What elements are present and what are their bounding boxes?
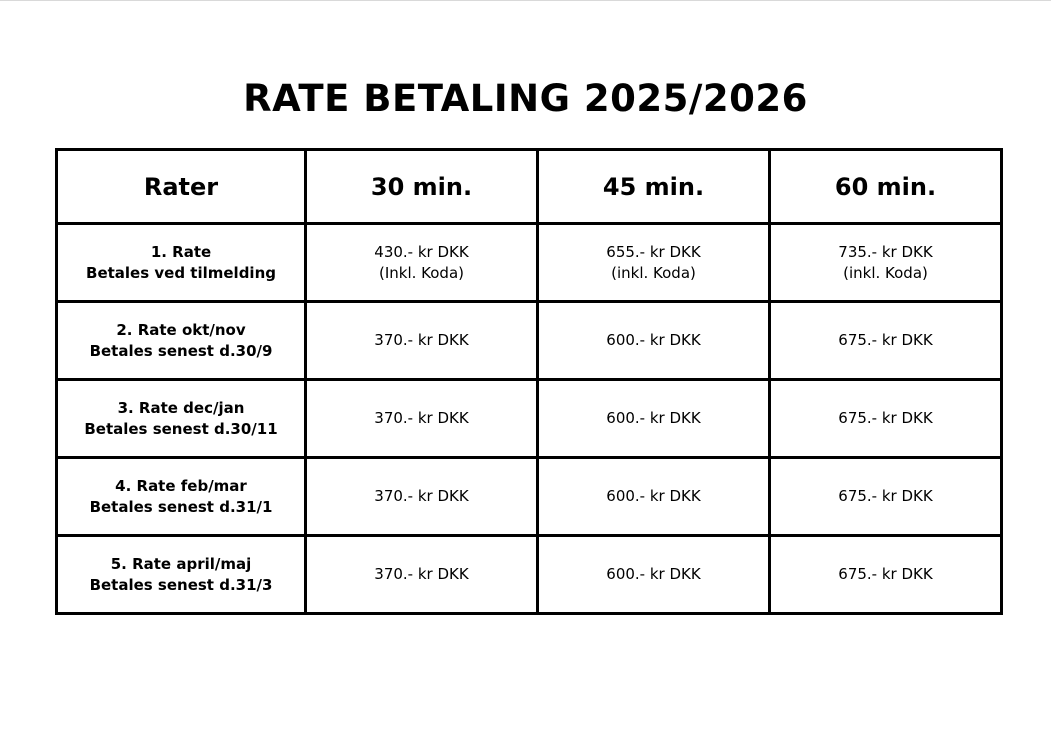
rate-name: 5. Rate april/maj: [110, 554, 252, 573]
table-row: 5. Rate april/maj Betales senest d.31/3 …: [55, 534, 1003, 615]
rate-name: 4. Rate feb/mar: [115, 476, 247, 495]
rate-label-cell: 2. Rate okt/nov Betales senest d.30/9: [55, 300, 307, 381]
table-row: 2. Rate okt/nov Betales senest d.30/9 37…: [55, 300, 1003, 381]
rate-label-cell: 1. Rate Betales ved tilmelding: [55, 222, 307, 303]
price-cell-45: 600.- kr DKK: [536, 456, 771, 537]
rate-label-cell: 5. Rate april/maj Betales senest d.31/3: [55, 534, 307, 615]
rate-due: Betales senest d.31/1: [89, 497, 273, 516]
price-cell-30: 370.- kr DKK: [304, 456, 539, 537]
rate-name: 2. Rate okt/nov: [116, 320, 246, 339]
price-cell-30: 430.- kr DKK (Inkl. Koda): [304, 222, 539, 303]
rate-name: 1. Rate: [150, 242, 212, 261]
price-note: (inkl. Koda): [843, 263, 928, 282]
price-cell-30: 370.- kr DKK: [304, 534, 539, 615]
header-60-min: 60 min.: [768, 148, 1003, 225]
price-cell-60: 675.- kr DKK: [768, 378, 1003, 459]
price: 735.- kr DKK: [838, 242, 933, 261]
price-cell-60: 675.- kr DKK: [768, 534, 1003, 615]
price: 655.- kr DKK: [606, 242, 701, 261]
rate-due: Betales ved tilmelding: [86, 263, 276, 282]
page-title: RATE BETALING 2025/2026: [243, 77, 808, 120]
price-cell-30: 370.- kr DKK: [304, 378, 539, 459]
rate-label-cell: 3. Rate dec/jan Betales senest d.30/11: [55, 378, 307, 459]
table-row: 4. Rate feb/mar Betales senest d.31/1 37…: [55, 456, 1003, 537]
header-row: Rater 30 min. 45 min. 60 min.: [55, 148, 1003, 225]
rate-due: Betales senest d.30/11: [84, 419, 278, 438]
rate-name: 3. Rate dec/jan: [117, 398, 245, 417]
header-30-min: 30 min.: [304, 148, 539, 225]
price-cell-45: 600.- kr DKK: [536, 300, 771, 381]
price-cell-45: 655.- kr DKK (inkl. Koda): [536, 222, 771, 303]
header-rater: Rater: [55, 148, 307, 225]
price-cell-45: 600.- kr DKK: [536, 534, 771, 615]
price-note: (inkl. Koda): [611, 263, 696, 282]
rate-due: Betales senest d.31/3: [89, 575, 273, 594]
rate-label-cell: 4. Rate feb/mar Betales senest d.31/1: [55, 456, 307, 537]
price: 430.- kr DKK: [374, 242, 469, 261]
price-cell-30: 370.- kr DKK: [304, 300, 539, 381]
price-cell-60: 735.- kr DKK (inkl. Koda): [768, 222, 1003, 303]
top-border-line: [0, 0, 1051, 1]
price-cell-60: 675.- kr DKK: [768, 456, 1003, 537]
rate-table: Rater 30 min. 45 min. 60 min. 1. Rate Be…: [55, 148, 1003, 615]
rate-due: Betales senest d.30/9: [89, 341, 273, 360]
price-cell-60: 675.- kr DKK: [768, 300, 1003, 381]
price-note: (Inkl. Koda): [378, 263, 464, 282]
table-row: 3. Rate dec/jan Betales senest d.30/11 3…: [55, 378, 1003, 459]
table-row: 1. Rate Betales ved tilmelding 430.- kr …: [55, 222, 1003, 303]
header-45-min: 45 min.: [536, 148, 771, 225]
price-cell-45: 600.- kr DKK: [536, 378, 771, 459]
